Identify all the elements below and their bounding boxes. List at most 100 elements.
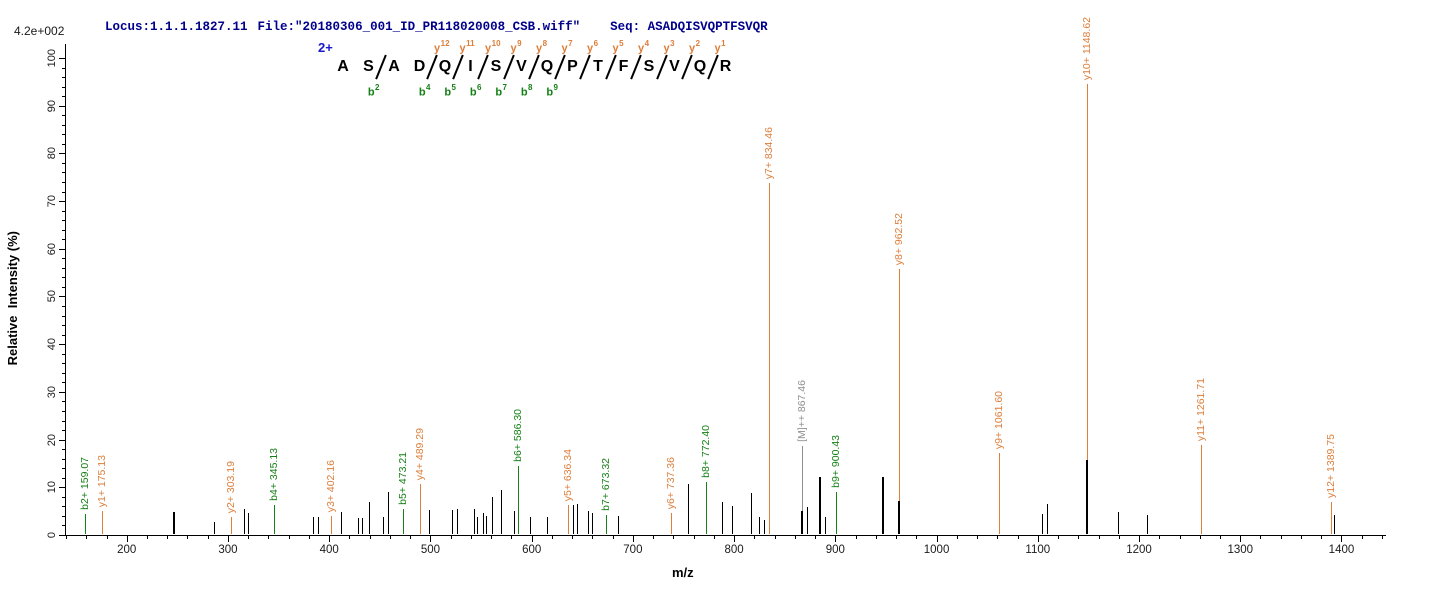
y-ion-peak — [420, 484, 421, 534]
b-ion-peak — [518, 466, 519, 534]
b-ion-peak — [606, 515, 607, 534]
y-minor-tick — [62, 96, 65, 97]
x-tick-label: 600 — [522, 544, 542, 556]
y-minor-tick — [62, 125, 65, 126]
residue-letter: S — [643, 58, 655, 75]
y-minor-tick — [62, 449, 65, 450]
x-major-tick — [227, 536, 229, 542]
x-minor-tick — [1300, 536, 1302, 539]
x-tick-label: 900 — [825, 544, 845, 556]
y-minor-tick — [62, 421, 65, 422]
y-minor-tick — [62, 144, 65, 145]
y-ion-ladder-label: y7 — [561, 39, 573, 55]
y-ion-peak — [102, 511, 103, 534]
fragment-peak — [1086, 460, 1088, 534]
fragment-peak — [362, 518, 363, 534]
x-minor-tick — [491, 536, 493, 539]
y-minor-tick — [62, 239, 65, 240]
y-major-tick — [59, 106, 65, 107]
fragment-peak — [801, 511, 803, 534]
x-minor-tick — [896, 536, 898, 539]
fragment-peak — [383, 517, 384, 534]
fragment-peak — [313, 517, 314, 534]
x-minor-tick — [977, 536, 979, 539]
x-major-tick — [1341, 536, 1343, 542]
x-minor-tick — [268, 536, 270, 539]
b-ion-peak — [706, 482, 707, 534]
b-ion-peak — [274, 505, 275, 534]
residue-letter: S — [363, 58, 374, 75]
fragment-peak — [825, 517, 826, 534]
precursor-charge-label: 2+ — [318, 40, 333, 55]
y-minor-tick — [62, 468, 65, 469]
b-ion-ladder-label: b4 — [418, 83, 431, 99]
x-minor-tick — [1381, 536, 1383, 539]
y-ion-peak-label: y9+ 1061.60 — [993, 390, 1005, 449]
x-tick-label: 1400 — [1328, 544, 1355, 556]
y-major-tick — [59, 249, 65, 250]
x-minor-tick — [511, 536, 513, 539]
y-tick-label: 50 — [46, 290, 58, 303]
y-minor-tick — [62, 115, 65, 116]
x-tick-label: 500 — [420, 544, 441, 556]
y-ion-ladder-label: y3 — [663, 39, 675, 55]
b-ion-ladder-label: b9 — [546, 83, 558, 99]
file-label: File:"20180306_001_ID_PR118020008_CSB.wi… — [257, 20, 581, 34]
fragment-peak — [688, 484, 689, 534]
y-minor-tick — [62, 68, 65, 69]
y-tick-label: 80 — [46, 147, 58, 160]
x-major-tick — [430, 536, 432, 542]
x-minor-tick — [1098, 536, 1100, 539]
y-major-tick — [59, 296, 65, 297]
fragment-peak — [457, 509, 458, 534]
residue-letter: D — [413, 58, 426, 75]
x-minor-tick — [369, 536, 371, 539]
x-minor-tick — [86, 536, 88, 539]
y-ion-peak — [671, 513, 672, 534]
y-tick-label: 0 — [46, 532, 58, 539]
x-minor-tick — [1280, 536, 1282, 539]
x-minor-tick — [410, 536, 412, 539]
x-minor-tick — [713, 536, 715, 539]
x-tick-label: 700 — [623, 544, 643, 556]
y-ion-peak-label: y3+ 402.16 — [325, 459, 337, 512]
fragment-peak — [358, 518, 359, 534]
fragment-peak — [501, 490, 502, 534]
x-minor-tick — [875, 536, 877, 539]
fragment-peak — [1147, 515, 1148, 534]
x-minor-tick — [815, 536, 817, 539]
x-major-tick — [936, 536, 938, 542]
y-minor-tick — [62, 230, 65, 231]
y-minor-tick — [62, 459, 65, 460]
fragment-peak — [618, 516, 619, 534]
b-ion-peak — [403, 509, 404, 534]
residue-letter: Q — [438, 58, 452, 75]
x-axis-line — [65, 535, 1386, 536]
x-axis-title: m/z — [672, 565, 694, 580]
x-minor-tick — [1199, 536, 1201, 539]
b-ion-peak-label: b6+ 586.30 — [512, 409, 524, 462]
y-ion-peak — [769, 183, 770, 534]
y-minor-tick — [62, 497, 65, 498]
x-minor-tick — [612, 536, 614, 539]
y-major-tick — [59, 344, 65, 345]
y-minor-tick — [62, 411, 65, 412]
x-tick-label: 1300 — [1227, 544, 1254, 556]
y-ion-ladder-label: y11 — [459, 39, 475, 55]
x-major-tick — [1240, 536, 1242, 542]
x-minor-tick — [106, 536, 108, 539]
precursor-ion-peak-label: [M]++ 867.46 — [796, 380, 808, 442]
precursor-ion-peak — [802, 446, 803, 534]
fragment-peak — [369, 502, 370, 534]
fragment-peak — [819, 477, 821, 534]
y-ion-peak-label: y11+ 1261.71 — [1195, 377, 1207, 441]
residue-letter: V — [669, 58, 680, 75]
x-minor-tick — [1220, 536, 1221, 539]
y-axis-line — [65, 44, 66, 536]
x-tick-label: 1100 — [1025, 544, 1051, 556]
y-minor-tick — [62, 277, 65, 278]
y-ion-peak — [999, 453, 1000, 534]
y-minor-tick — [62, 325, 65, 326]
y-major-tick — [59, 392, 65, 393]
x-minor-tick — [794, 536, 796, 539]
